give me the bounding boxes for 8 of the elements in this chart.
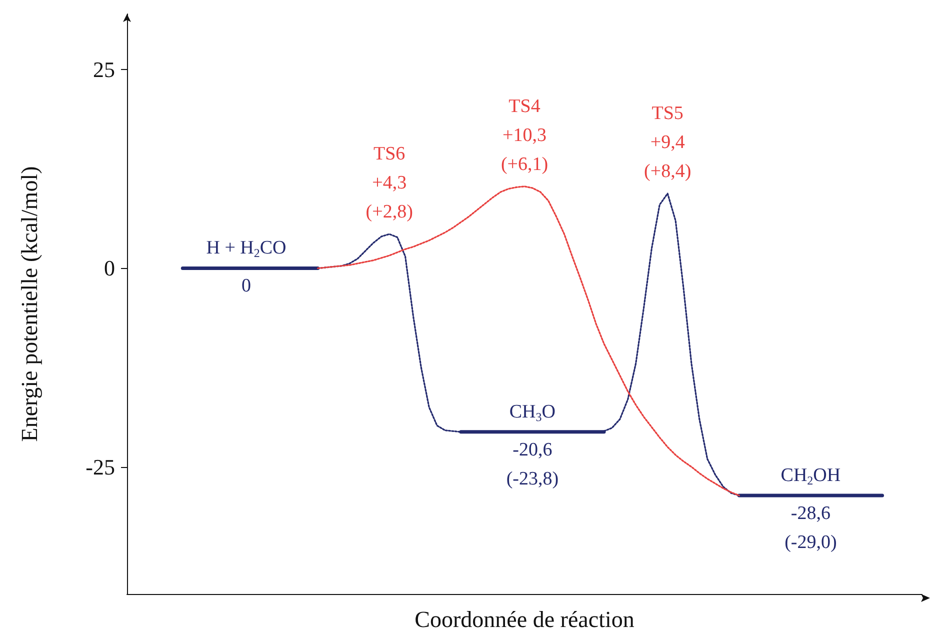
- data-label: TS4 +10,3 (+6,1): [500, 96, 548, 175]
- y-tick-label: -25: [86, 454, 115, 480]
- y-tick-label: 25: [93, 57, 115, 82]
- y-tick-label: 0: [104, 256, 115, 281]
- data-label: TS5 +9,4 (+8,4): [644, 103, 692, 182]
- data-label: TS6 +4,3 (+2,8): [366, 144, 413, 223]
- x-axis-title: Coordonnée de réaction: [414, 607, 635, 632]
- y-axis-title: Energie potentielle (kcal/mol): [17, 166, 42, 442]
